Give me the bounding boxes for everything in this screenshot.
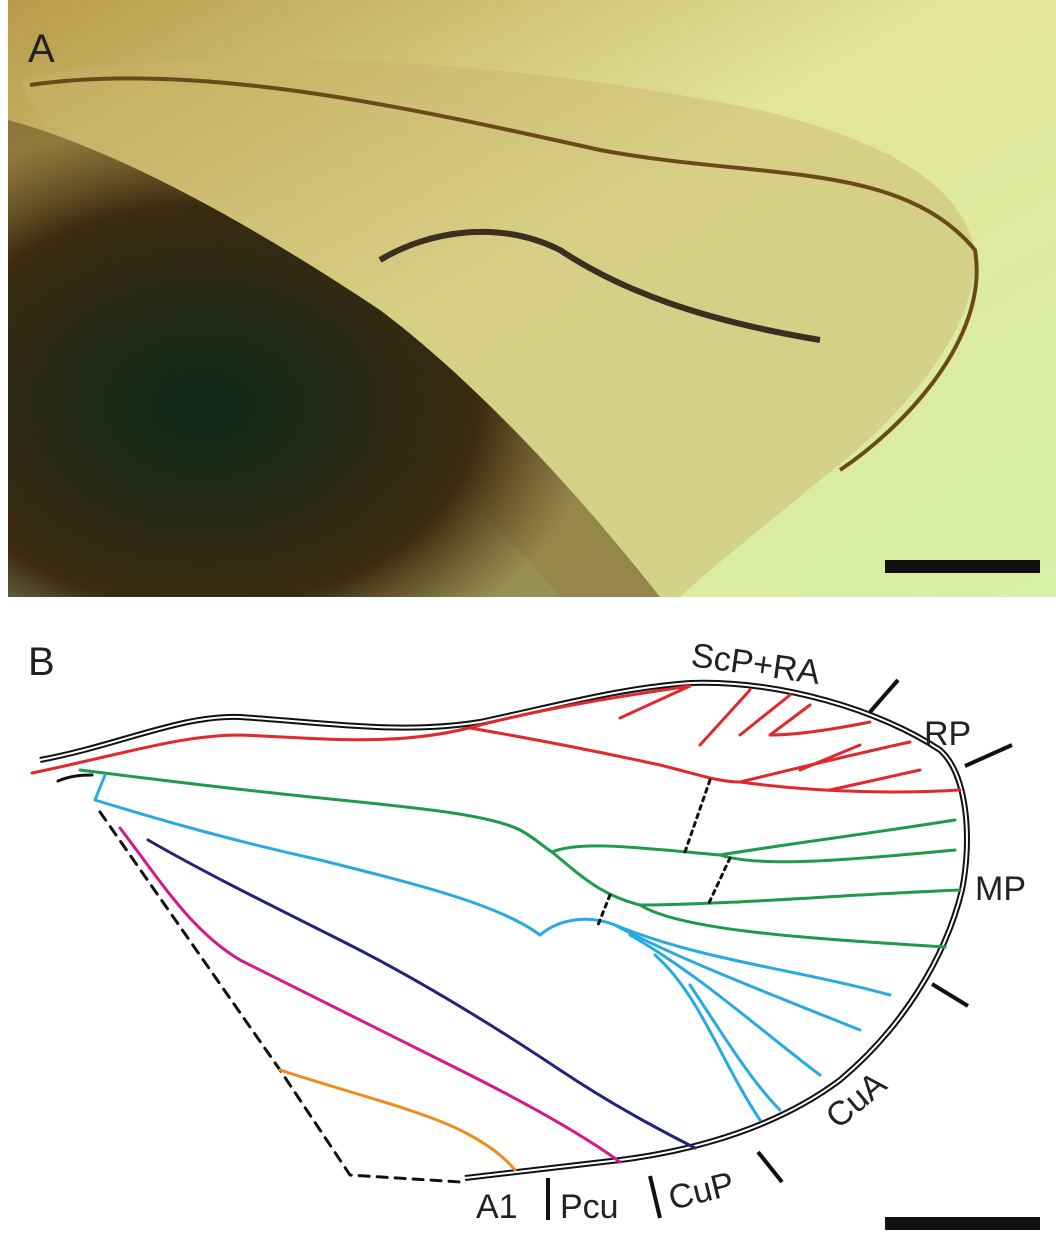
vein-cua-5 [690, 985, 780, 1110]
vein-mp-2 [720, 850, 955, 862]
vein-pcu [120, 828, 620, 1162]
vein-cua-1 [540, 919, 890, 995]
vein-cua-3 [630, 935, 820, 1075]
scale-bar [885, 1217, 1040, 1230]
vein-label: MP [975, 870, 1026, 908]
scale-bar [885, 560, 1040, 573]
vein-label: CuA [819, 1064, 894, 1136]
panel-label: A [28, 27, 55, 71]
drawing-panel: B ScP+RA RP MP CuA CuP [28, 636, 1040, 1230]
missing-margin [100, 812, 460, 1182]
vein-a1 [280, 1070, 515, 1170]
vein-cua-4 [655, 955, 760, 1120]
vein-label: A1 [476, 1188, 518, 1226]
vein-mp-1 [552, 820, 955, 855]
basal-margin [58, 775, 92, 781]
photo-panel: A [8, 0, 1056, 597]
vein-label: Pcu [560, 1188, 619, 1226]
vein-mp [80, 770, 552, 852]
vein-label: CuP [665, 1165, 738, 1218]
figure: A B ScP+RA RP MP [0, 0, 1056, 1235]
vein-rp [470, 728, 910, 782]
page: {"panels": [ {"label": "A"}, {"label": "… [0, 0, 1056, 1235]
vein-mp-4 [640, 905, 945, 947]
panel-label: B [28, 640, 55, 684]
vein-label: RP [924, 715, 971, 753]
